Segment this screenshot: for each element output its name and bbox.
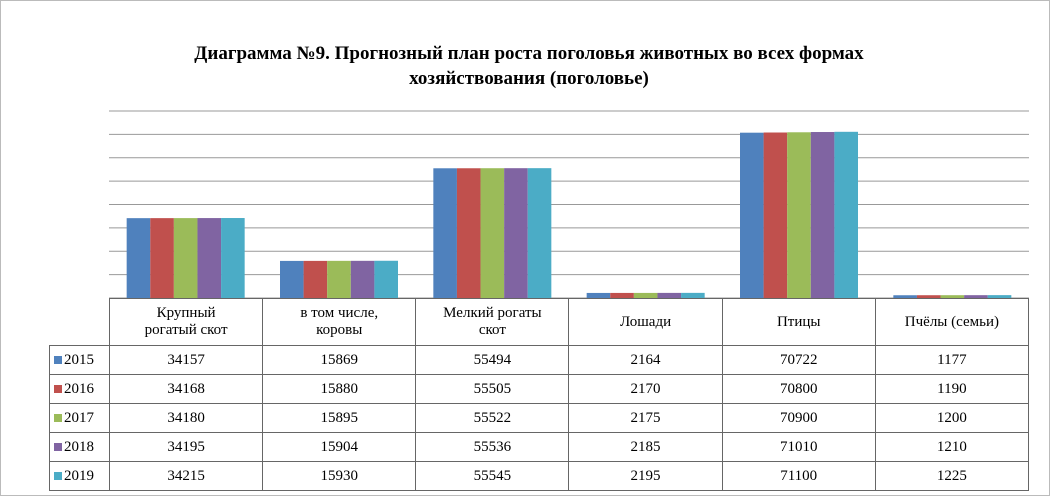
bar bbox=[350, 260, 375, 298]
value-cell: 1200 bbox=[874, 403, 1030, 433]
legend-swatch bbox=[54, 413, 62, 422]
chart-title: Диаграмма №9. Прогнозный план роста пого… bbox=[194, 43, 864, 64]
value-cell: 15880 bbox=[262, 374, 417, 404]
value-cell: 71100 bbox=[721, 461, 876, 491]
legend-swatch bbox=[54, 471, 62, 480]
value-cell: 1177 bbox=[874, 345, 1030, 375]
bar bbox=[150, 218, 174, 298]
category-label: Мелкий рогаты скот bbox=[415, 298, 570, 346]
value-cell: 15869 bbox=[262, 345, 417, 375]
bar bbox=[787, 132, 811, 298]
bar bbox=[964, 295, 988, 298]
category-label: Пчёлы (семьи) bbox=[874, 298, 1030, 346]
series-row: 2016 34168 15880 55505 2170 70800 1190 bbox=[49, 374, 1030, 404]
bar bbox=[527, 168, 552, 298]
value-cell: 55505 bbox=[415, 374, 570, 404]
value-cell: 70722 bbox=[721, 345, 876, 375]
category-label: Крупный рогатый скот bbox=[108, 298, 264, 346]
series-row: 2015 34157 15869 55494 2164 70722 1177 bbox=[49, 345, 1030, 375]
legend-label: 2017 bbox=[64, 409, 94, 426]
value-cell: 55536 bbox=[415, 432, 570, 462]
value-cell: 70900 bbox=[721, 403, 876, 433]
bar bbox=[810, 132, 835, 298]
bar bbox=[740, 132, 764, 298]
value-cell: 55545 bbox=[415, 461, 570, 491]
value-cell: 34168 bbox=[108, 374, 264, 404]
bar bbox=[834, 131, 858, 298]
bar bbox=[681, 292, 705, 298]
corner-cell bbox=[49, 298, 110, 346]
legend-swatch bbox=[54, 355, 62, 364]
category-label: в том числе, коровы bbox=[262, 298, 417, 346]
legend-cell: 2015 bbox=[49, 345, 110, 375]
bar bbox=[940, 295, 965, 298]
legend-label: 2015 bbox=[64, 351, 94, 368]
value-cell: 71010 bbox=[721, 432, 876, 462]
bar bbox=[374, 260, 398, 298]
bar bbox=[456, 168, 481, 298]
value-cell: 55494 bbox=[415, 345, 570, 375]
series-row: 2019 34215 15930 55545 2195 71100 1225 bbox=[49, 461, 1030, 491]
bar bbox=[893, 295, 917, 298]
bar bbox=[303, 260, 328, 298]
bar bbox=[610, 292, 634, 298]
value-cell: 2185 bbox=[568, 432, 723, 462]
value-cell: 34215 bbox=[108, 461, 264, 491]
bar bbox=[987, 295, 1012, 298]
legend-swatch bbox=[54, 442, 62, 451]
legend-label: 2019 bbox=[64, 467, 94, 484]
value-cell: 15895 bbox=[262, 403, 417, 433]
bar bbox=[763, 132, 788, 298]
value-cell: 2170 bbox=[568, 374, 723, 404]
bar bbox=[221, 218, 245, 298]
value-cell: 34195 bbox=[108, 432, 264, 462]
chart-subtitle: хозяйствования (поголовье) bbox=[409, 68, 649, 89]
legend-cell: 2018 bbox=[49, 432, 110, 462]
bar bbox=[657, 292, 682, 298]
bar bbox=[633, 292, 658, 298]
series-row: 2018 34195 15904 55536 2185 71010 1210 bbox=[49, 432, 1030, 462]
value-cell: 2175 bbox=[568, 403, 723, 433]
series-row: 2017 34180 15895 55522 2175 70900 1200 bbox=[49, 403, 1030, 433]
value-cell: 15904 bbox=[262, 432, 417, 462]
value-cell: 1190 bbox=[874, 374, 1030, 404]
legend-cell: 2017 bbox=[49, 403, 110, 433]
legend-label: 2016 bbox=[64, 380, 94, 397]
bar bbox=[280, 260, 304, 298]
legend-cell: 2019 bbox=[49, 461, 110, 491]
bar bbox=[916, 295, 941, 298]
bar bbox=[197, 218, 222, 298]
bar bbox=[126, 218, 151, 298]
bar bbox=[586, 292, 611, 298]
value-cell: 1225 bbox=[874, 461, 1030, 491]
legend-cell: 2016 bbox=[49, 374, 110, 404]
legend-label: 2018 bbox=[64, 438, 94, 455]
value-cell: 2164 bbox=[568, 345, 723, 375]
value-cell: 15930 bbox=[262, 461, 417, 491]
value-cell: 70800 bbox=[721, 374, 876, 404]
bar bbox=[504, 168, 528, 298]
data-table: Крупный рогатый скот в том числе, коровы М… bbox=[49, 298, 1030, 491]
legend-swatch bbox=[54, 384, 62, 393]
category-label: Птицы bbox=[721, 298, 876, 346]
value-cell: 34157 bbox=[108, 345, 264, 375]
value-cell: 34180 bbox=[108, 403, 264, 433]
bar bbox=[480, 168, 505, 298]
bar bbox=[327, 260, 351, 298]
category-label: Лошади bbox=[568, 298, 723, 346]
header-row: Крупный рогатый скот в том числе, коровы М… bbox=[49, 298, 1030, 346]
bar bbox=[433, 168, 457, 298]
value-cell: 55522 bbox=[415, 403, 570, 433]
value-cell: 1210 bbox=[874, 432, 1030, 462]
value-cell: 2195 bbox=[568, 461, 723, 491]
bar bbox=[173, 218, 198, 298]
